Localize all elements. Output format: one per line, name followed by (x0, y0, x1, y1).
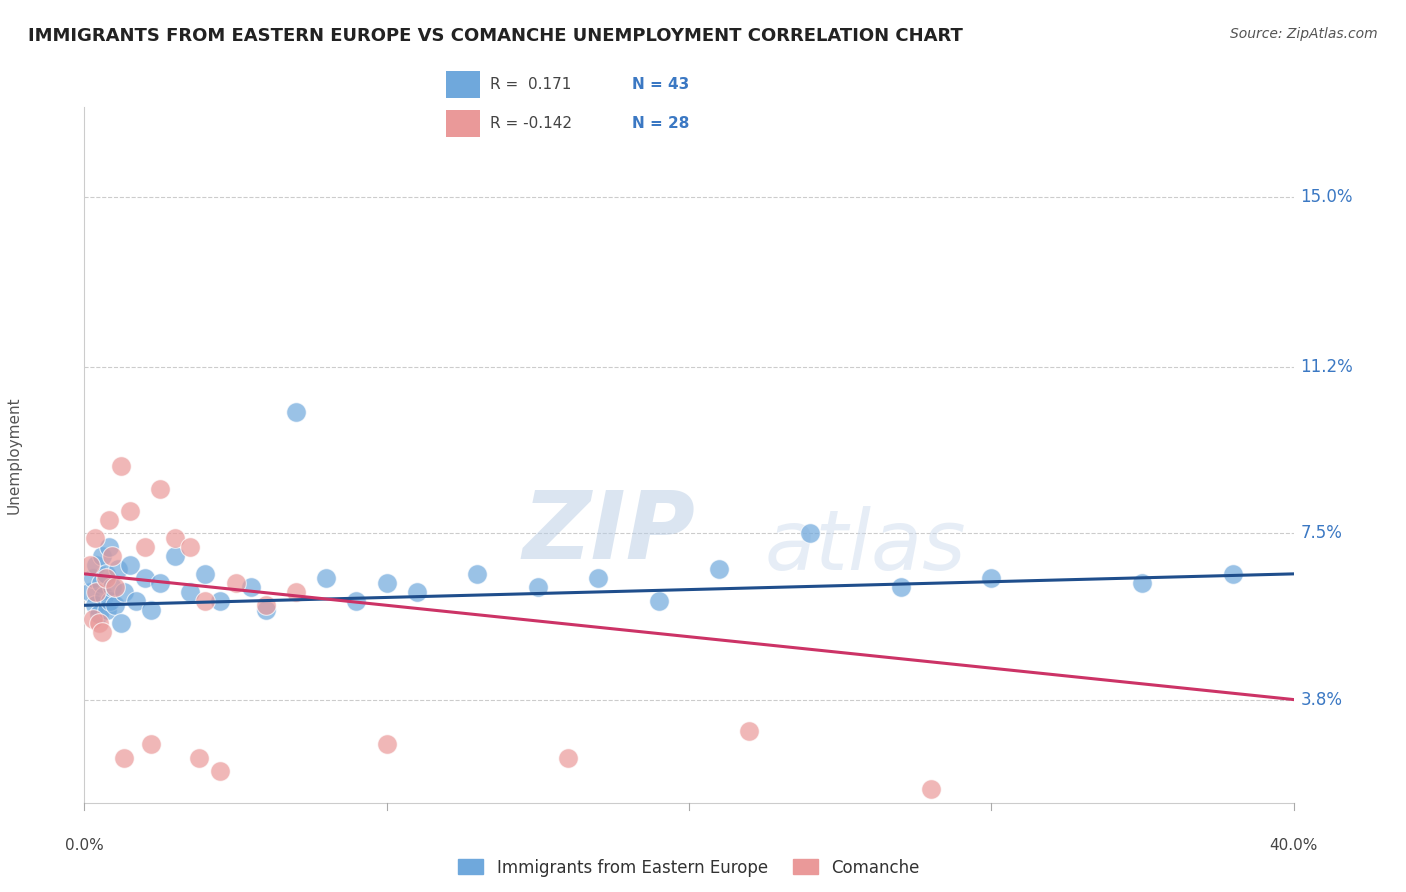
Point (188, 751, 211, 765)
Point (93, 590, 115, 604)
Point (179, 584, 201, 599)
Point (125, 594, 148, 608)
Point (375, 738, 398, 752)
Point (557, 751, 579, 765)
Point (284, 584, 308, 599)
Point (79, 584, 101, 599)
Point (96, 603, 118, 617)
Text: 7.5%: 7.5% (1301, 524, 1343, 542)
Text: N = 43: N = 43 (631, 77, 689, 92)
FancyBboxPatch shape (446, 71, 479, 98)
Point (799, 526, 821, 541)
Point (527, 580, 550, 594)
Point (97, 513, 120, 527)
Point (94, 571, 117, 585)
Point (284, 405, 308, 419)
Point (980, 571, 1002, 585)
Point (90, 575, 112, 590)
Point (118, 504, 141, 518)
Point (467, 566, 489, 581)
Point (254, 599, 277, 613)
Point (375, 575, 398, 590)
Point (165, 549, 187, 563)
Point (209, 764, 232, 779)
Point (239, 580, 262, 594)
Point (139, 603, 162, 617)
Point (97, 540, 120, 554)
Point (254, 603, 277, 617)
Text: R = -0.142: R = -0.142 (489, 116, 572, 131)
Text: Source: ZipAtlas.com: Source: ZipAtlas.com (1230, 27, 1378, 41)
Point (225, 575, 247, 590)
Text: 0.0%: 0.0% (65, 838, 104, 854)
Point (134, 540, 156, 554)
Point (98, 594, 121, 608)
Point (91, 625, 114, 640)
Point (84, 599, 107, 613)
Point (588, 571, 610, 585)
Point (84, 531, 107, 545)
Point (110, 459, 132, 474)
Point (110, 616, 132, 631)
Point (139, 738, 162, 752)
Point (104, 599, 127, 613)
Point (112, 584, 135, 599)
Point (709, 562, 731, 576)
Point (149, 482, 172, 496)
Point (346, 594, 368, 608)
Text: 3.8%: 3.8% (1301, 690, 1343, 708)
Point (100, 580, 122, 594)
Point (647, 594, 671, 608)
Point (91, 549, 114, 563)
Text: atlas: atlas (765, 507, 966, 588)
Point (100, 549, 122, 563)
Text: R =  0.171: R = 0.171 (489, 77, 571, 92)
Text: 40.0%: 40.0% (1270, 838, 1317, 854)
Point (890, 580, 912, 594)
Point (82, 612, 104, 626)
Point (89, 616, 111, 631)
Point (86, 558, 108, 572)
FancyBboxPatch shape (446, 110, 479, 137)
Point (194, 566, 217, 581)
Point (165, 531, 187, 545)
Point (1130, 575, 1153, 590)
Point (107, 562, 129, 576)
Point (179, 540, 201, 554)
Point (920, 782, 942, 797)
Point (149, 575, 172, 590)
Point (86, 584, 108, 599)
Point (134, 571, 156, 585)
Text: 15.0%: 15.0% (1301, 188, 1353, 206)
Text: IMMIGRANTS FROM EASTERN EUROPE VS COMANCHE UNEMPLOYMENT CORRELATION CHART: IMMIGRANTS FROM EASTERN EUROPE VS COMANC… (28, 27, 963, 45)
Point (104, 580, 127, 594)
Text: N = 28: N = 28 (631, 116, 689, 131)
Text: 11.2%: 11.2% (1301, 359, 1354, 376)
Point (406, 584, 429, 599)
Point (315, 571, 337, 585)
Point (118, 558, 141, 572)
Text: Unemployment: Unemployment (7, 396, 21, 514)
Point (209, 594, 232, 608)
Text: ZIP: ZIP (523, 487, 696, 580)
Point (94, 566, 117, 581)
Point (194, 594, 217, 608)
Point (738, 723, 761, 738)
Point (82, 571, 104, 585)
Legend: Immigrants from Eastern Europe, Comanche: Immigrants from Eastern Europe, Comanche (450, 850, 928, 885)
Point (79, 558, 101, 572)
Point (1222, 566, 1244, 581)
Point (89, 607, 111, 622)
Point (112, 751, 135, 765)
